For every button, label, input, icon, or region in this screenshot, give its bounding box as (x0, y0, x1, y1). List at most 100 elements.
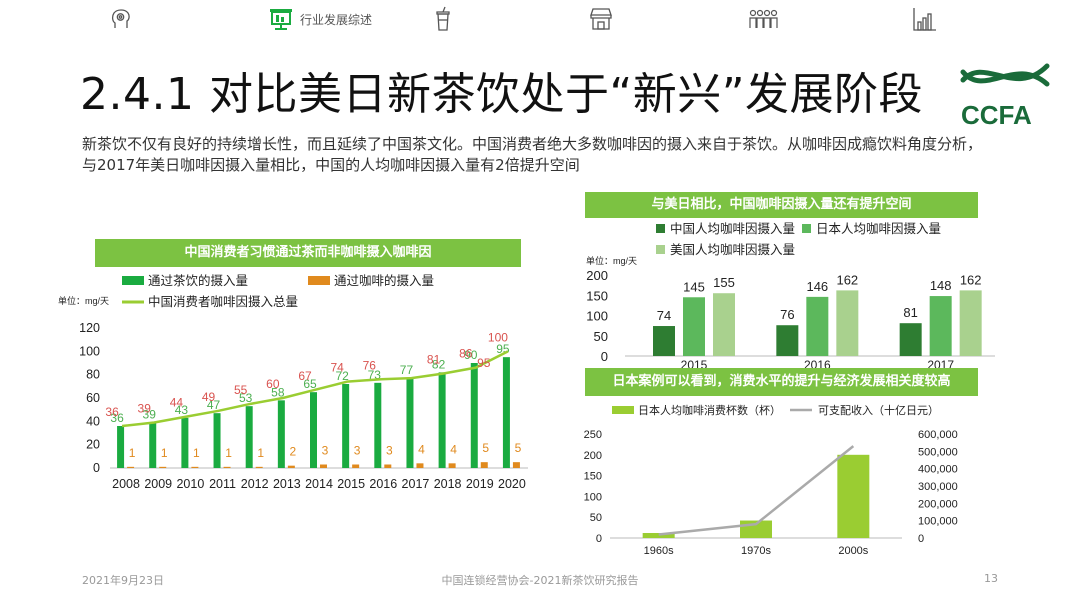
bar-tea (149, 422, 157, 468)
data-label-coffee: 5 (515, 441, 522, 455)
data-label-coffee: 1 (193, 446, 200, 460)
bar-coffee (223, 466, 231, 468)
y-tick-label-right: 400,000 (918, 464, 958, 476)
data-label: 162 (836, 272, 858, 287)
y-tick-label-left: 250 (584, 429, 602, 441)
data-label-total: 36 (105, 405, 119, 419)
bar-tea (342, 384, 350, 468)
chart2-title-banner: 与美日相比，中国咖啡因摄入量还有提升空间 (585, 192, 978, 218)
y-tick-label: 20 (86, 438, 100, 452)
x-tick-label: 2018 (434, 477, 462, 491)
bar-tea (470, 363, 478, 468)
y-tick-label-right: 200,000 (918, 498, 958, 510)
y-tick-label-left: 200 (584, 450, 602, 462)
bar-coffee (287, 465, 295, 468)
bar-coffee (512, 462, 520, 468)
y-tick-label-left: 100 (584, 491, 602, 503)
y-tick-label: 80 (86, 368, 100, 382)
data-label-coffee: 4 (418, 442, 425, 456)
nav-item-industry-overview[interactable]: 行业发展综述 (268, 6, 372, 32)
x-tick-label: 2013 (273, 477, 301, 491)
unit-label: 单位：mg/天 (586, 255, 637, 266)
y-tick-label: 40 (86, 414, 100, 428)
data-label-coffee: 1 (257, 446, 264, 460)
data-label-tea: 36 (110, 411, 124, 425)
nav-item-brain[interactable] (108, 6, 134, 32)
nav-item-chart[interactable] (912, 6, 938, 32)
y-tick-label: 0 (601, 349, 608, 364)
ccfa-logo: CCFA (955, 58, 1055, 133)
legend-label: 美国人均咖啡因摄入量 (670, 242, 795, 257)
x-tick-label: 2015 (337, 477, 365, 491)
data-label-total: 44 (170, 396, 184, 410)
bar (836, 290, 859, 356)
data-label-total: 76 (363, 358, 377, 372)
legend-label-income: 可支配收入（十亿日元） (818, 403, 939, 417)
y-tick-label-left: 150 (584, 471, 602, 483)
store-icon (590, 8, 612, 30)
bar (929, 296, 952, 356)
footer-page-number: 13 (984, 572, 998, 585)
data-label-coffee: 3 (322, 444, 329, 458)
data-label-total: 74 (330, 361, 344, 375)
legend-swatch-tea (122, 276, 144, 285)
page-title: 2.4.1 对比美日新茶饮处于“新兴”发展阶段 (80, 69, 924, 120)
x-tick-label: 2009 (144, 477, 172, 491)
data-label-total: 100 (488, 330, 508, 344)
legend-label: 中国人均咖啡因摄入量 (670, 221, 795, 236)
data-label-coffee: 2 (290, 445, 297, 459)
y-tick-label: 100 (79, 344, 100, 358)
bar-coffee (191, 466, 199, 468)
data-label: 81 (903, 305, 917, 320)
y-tick-label: 60 (86, 391, 100, 405)
nav-item-drink[interactable] (430, 6, 456, 32)
bar-coffee (448, 463, 456, 468)
nav-item-people[interactable] (748, 6, 778, 32)
bar-cups (837, 454, 870, 538)
bar (959, 290, 982, 356)
data-label-tea: 47 (207, 398, 221, 412)
nav-active-label: 行业发展综述 (300, 12, 373, 27)
bar-chart-icon (913, 8, 936, 31)
bar-coffee (384, 464, 392, 468)
x-tick-label: 2016 (804, 358, 831, 368)
bar (653, 326, 675, 356)
data-label-tea: 82 (432, 357, 446, 371)
data-label: 74 (657, 308, 671, 323)
data-label-total: 67 (298, 369, 312, 383)
data-label-coffee: 1 (225, 446, 232, 460)
bar-tea (245, 406, 253, 468)
income-line (658, 445, 855, 536)
data-label: 155 (713, 275, 735, 290)
footer-source: 中国连锁经营协会-2021新茶饮研究报告 (441, 574, 639, 587)
data-label-total-extra: 95 (477, 356, 491, 370)
data-label-total: 60 (266, 377, 280, 391)
x-tick-label: 1960s (644, 545, 674, 557)
y-tick-label: 150 (586, 288, 608, 303)
x-tick-label: 2010 (176, 477, 204, 491)
bar-coffee (127, 466, 135, 468)
brain-icon (111, 9, 130, 28)
x-tick-label: 2016 (369, 477, 397, 491)
y-tick-label-right: 600,000 (918, 429, 958, 441)
bar-coffee (480, 462, 488, 468)
y-tick-label-right: 500,000 (918, 446, 958, 458)
nav-item-store[interactable] (588, 6, 614, 32)
chart3-title-banner: 日本案例可以看到，消费水平的提升与经济发展相关度较高 (585, 368, 978, 396)
bar (713, 293, 735, 356)
data-label: 146 (806, 279, 828, 294)
x-tick-label: 2011 (209, 477, 236, 491)
footer-date: 2021年9月23日 (82, 574, 164, 587)
top-nav: 行业发展综述 (0, 0, 1080, 40)
intro-text: 新茶饮不仅有良好的持续增长性，而且延续了中国茶文化。中国消费者绝大多数咖啡因的摄… (82, 135, 983, 174)
legend-swatch-coffee (308, 276, 330, 285)
data-label-coffee: 1 (129, 446, 136, 460)
y-tick-label: 120 (79, 321, 100, 335)
data-label-tea: 72 (335, 369, 349, 383)
data-label-tea: 39 (143, 408, 157, 422)
bar-tea (502, 357, 510, 468)
legend-label-tea: 通过茶饮的摄入量 (148, 273, 248, 288)
legend-swatch (656, 224, 665, 233)
